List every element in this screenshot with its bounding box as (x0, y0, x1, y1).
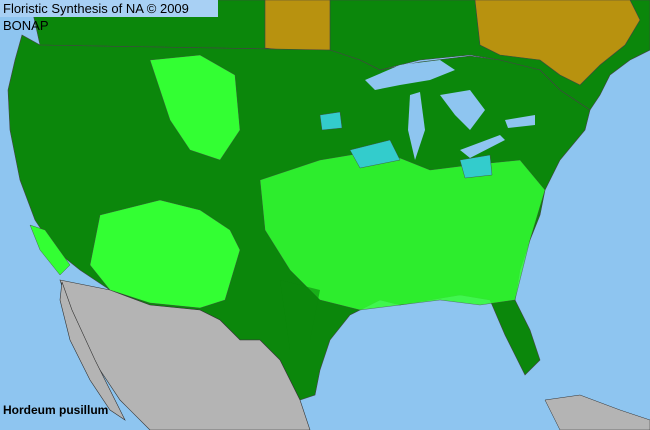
range-california (29, 224, 71, 276)
lake-ontario (505, 115, 535, 128)
lake-erie (460, 135, 505, 158)
lake-superior (365, 60, 455, 90)
province-ontario-olive (264, 0, 331, 53)
cuba (544, 394, 650, 430)
map-title: Floristic Synthesis of NA © 2009 BONAP (0, 0, 218, 33)
adventive-midwest (349, 139, 401, 169)
range-southwest (89, 199, 241, 309)
lake-michigan (408, 92, 425, 160)
adventive-minnesota (319, 111, 343, 131)
baja-california (59, 281, 126, 421)
species-label: Hordeum pusillum (3, 403, 109, 417)
range-texas-south (280, 280, 320, 350)
lake-huron (440, 90, 485, 130)
province-quebec-olive (474, 0, 641, 86)
adventive-ohio (459, 154, 493, 179)
range-rockies (149, 54, 241, 161)
